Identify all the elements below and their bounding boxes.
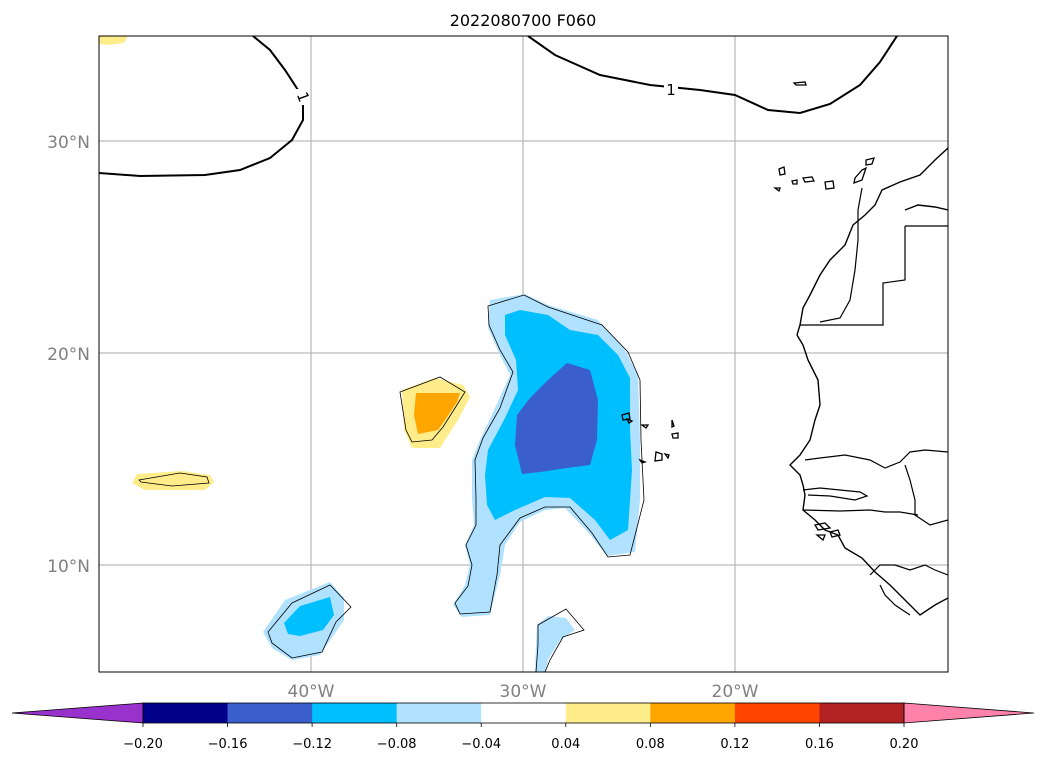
colorbar-tick-label: 0.12 — [720, 737, 749, 752]
islands — [621, 81, 875, 542]
colorbar-tick-labels: −0.20 −0.16 −0.12 −0.08 −0.04 0.04 0.08 … — [123, 737, 918, 752]
lon-label-40w: 40°W — [288, 682, 335, 702]
colorbar-tick-label: −0.20 — [123, 737, 163, 752]
colorbar-segment — [565, 703, 651, 723]
contour-outlines — [138, 294, 645, 672]
lat-label-10n: 10°N — [47, 557, 90, 577]
lat-label-20n: 20°N — [47, 345, 90, 365]
colorbar-tick-label: 0.04 — [551, 737, 580, 752]
colorbar-segment — [734, 703, 820, 723]
colorbar-extend-max — [903, 702, 1035, 724]
contour-label-bg — [664, 80, 678, 98]
colorbar-tick-label: 0.16 — [805, 737, 834, 752]
negative-anomaly-medium — [284, 597, 334, 636]
contour-label-bg — [296, 89, 310, 105]
positive-anomaly-patch — [99, 36, 128, 45]
positive-anomaly-patch — [132, 471, 214, 490]
contour-label: 1 — [666, 81, 676, 99]
colorbar-segments — [11, 702, 1035, 724]
colorbar-extend-min — [11, 702, 144, 724]
colorbar-ticks — [142, 723, 905, 727]
colorbar-tick-label: −0.08 — [377, 737, 417, 752]
negative-anomaly-light — [535, 616, 575, 672]
map-title: 2022080700 F060 — [450, 11, 597, 30]
colorbar-tick-label: 0.20 — [890, 737, 919, 752]
colorbar: −0.20 −0.16 −0.12 −0.08 −0.04 0.04 0.08 … — [11, 702, 1035, 752]
colorbar-tick-label: −0.04 — [461, 737, 501, 752]
colorbar-tick-label: −0.12 — [292, 737, 332, 752]
positive-anomaly-core — [414, 393, 460, 434]
latitude-labels: 30°N 20°N 10°N — [47, 133, 90, 577]
colorbar-segment — [143, 703, 229, 723]
contour-lines — [99, 36, 898, 178]
colorbar-tick-label: 0.08 — [636, 737, 665, 752]
negative-anomaly-strong — [515, 363, 598, 474]
map-area: 1 1 — [99, 36, 948, 672]
shaded-field — [99, 36, 640, 672]
lon-label-20w: 20°W — [712, 682, 759, 702]
colorbar-segment — [650, 703, 736, 723]
colorbar-tick-label: −0.16 — [208, 737, 248, 752]
colorbar-segment — [396, 703, 482, 723]
colorbar-outline — [142, 702, 905, 724]
country-borders — [800, 187, 948, 616]
colorbar-segment — [481, 703, 567, 723]
colorbar-segment — [312, 703, 398, 723]
coastline — [789, 147, 948, 616]
longitude-labels: 40°W 30°W 20°W — [288, 682, 759, 702]
colorbar-segment — [227, 703, 313, 723]
lat-label-30n: 30°N — [47, 133, 90, 153]
lon-label-30w: 30°W — [500, 682, 547, 702]
colorbar-segment — [819, 703, 905, 723]
map-frame — [98, 35, 949, 673]
